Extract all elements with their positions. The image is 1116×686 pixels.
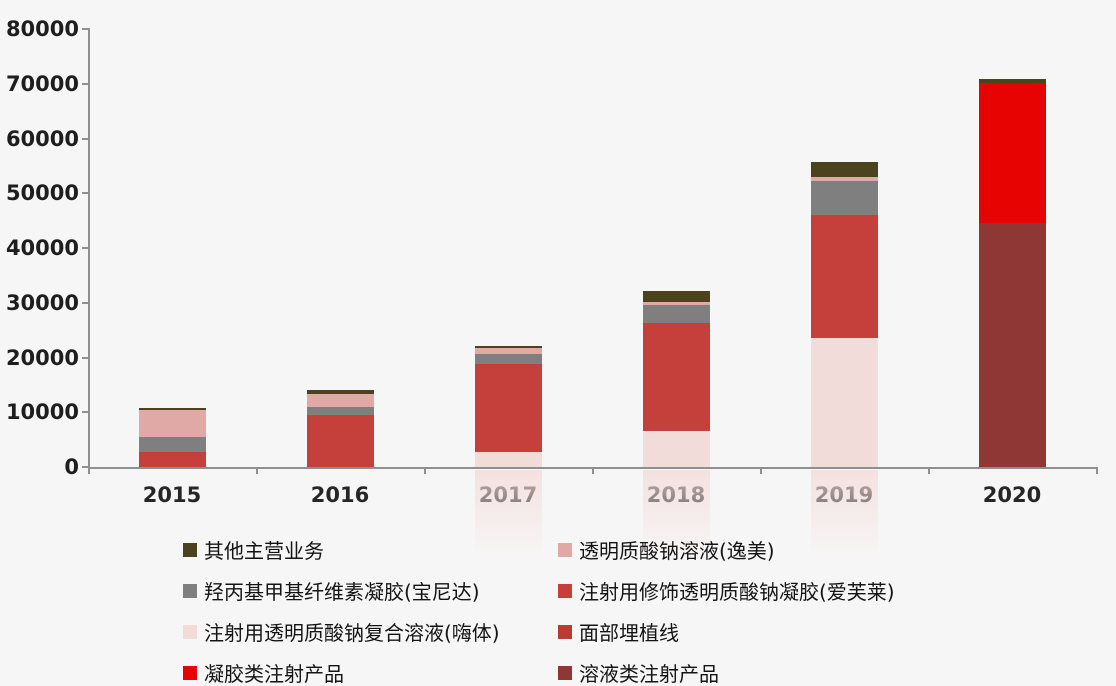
x-axis-tick [88, 467, 90, 474]
x-axis-tick [760, 467, 762, 474]
x-axis-tick-label: 2020 [982, 483, 1042, 507]
bar-segment [474, 354, 542, 365]
legend-item: 其他主营业务 [183, 535, 558, 564]
x-axis-tick [256, 467, 258, 474]
bar-2018 [642, 291, 710, 467]
bar-segment [474, 346, 542, 349]
bar-segment [810, 215, 878, 338]
legend-label: 面部埋植线 [579, 621, 679, 645]
legend-label: 其他主营业务 [204, 539, 324, 563]
legend-label: 透明质酸钠溶液(逸美) [579, 539, 775, 563]
y-axis-tick [82, 28, 88, 30]
bar-2019 [810, 162, 878, 467]
bar-segment [306, 390, 374, 394]
legend-item: 面部埋植线 [558, 617, 895, 646]
x-axis-tick [1096, 467, 1098, 474]
legend-label: 注射用修饰透明质酸钠凝胶(爱芙莱) [579, 580, 895, 604]
bar-segment [138, 437, 206, 453]
legend-swatch [558, 624, 572, 639]
bar-reflection [810, 470, 878, 558]
bar-segment [810, 177, 878, 181]
y-axis-tick-label: 30000 [5, 290, 79, 315]
x-axis-tick [928, 467, 930, 474]
x-axis-tick-label: 2015 [142, 483, 202, 507]
legend-label: 羟丙基甲基纤维素凝胶(宝尼达) [204, 580, 480, 604]
bar-segment [810, 337, 878, 467]
legend-swatch [183, 583, 197, 598]
y-axis-tick-label: 80000 [5, 17, 79, 41]
bar-segment [474, 364, 542, 452]
y-axis-tick [82, 192, 88, 195]
x-axis-tick-label: 2016 [310, 483, 370, 507]
bar-segment [138, 452, 206, 467]
bar-segment [138, 407, 206, 411]
bar-segment [138, 410, 206, 438]
legend-label: 凝胶类注射产品 [204, 662, 344, 686]
legend-item: 透明质酸钠溶液(逸美) [558, 535, 895, 564]
bar-segment [306, 407, 374, 415]
bar-2016 [306, 390, 374, 467]
y-axis-tick [82, 466, 88, 468]
y-axis-tick [82, 82, 88, 85]
x-axis-tick [592, 467, 594, 474]
bar-segment [810, 162, 878, 178]
bar-segment [306, 393, 374, 408]
y-axis-tick [82, 301, 88, 304]
legend-swatch [558, 583, 572, 598]
bar-segment [474, 348, 542, 355]
bar-segment [306, 415, 374, 467]
legend-label: 注射用透明质酸钠复合溶液(嗨体) [204, 621, 500, 645]
bar-2015 [138, 407, 206, 467]
legend-swatch [183, 624, 197, 639]
legend-swatch [558, 665, 572, 680]
bar-segment [642, 301, 710, 306]
y-axis-tick [82, 411, 88, 414]
bar-2020 [978, 78, 1046, 467]
chart-legend: 其他主营业务 透明质酸钠溶液(逸美) 羟丙基甲基纤维素凝胶(宝尼达) 注射用修饰透明质… [183, 529, 895, 686]
bar-2017 [474, 346, 542, 467]
legend-item: 注射用修饰透明质酸钠凝胶(爱芙莱) [558, 576, 895, 605]
bar-segment [642, 291, 710, 302]
y-axis-tick-label: 0 [64, 455, 79, 479]
bar-segment [978, 82, 1046, 224]
legend-item: 溶液类注射产品 [558, 658, 895, 686]
y-axis-tick-label: 20000 [5, 345, 79, 370]
bar-segment [978, 78, 1046, 83]
x-axis-tick [424, 467, 426, 474]
y-axis-tick-label: 70000 [5, 71, 79, 96]
y-axis-tick [82, 137, 88, 140]
legend-item: 羟丙基甲基纤维素凝胶(宝尼达) [183, 576, 558, 605]
bar-segment [810, 180, 878, 216]
y-axis-tick [82, 247, 88, 249]
bar-segment [474, 451, 542, 467]
legend-item: 注射用透明质酸钠复合溶液(嗨体) [183, 617, 558, 646]
y-axis-line [88, 28, 90, 467]
bar-reflection [474, 470, 542, 558]
bar-segment [978, 223, 1046, 467]
bar-reflection [642, 470, 710, 558]
bar-segment [642, 322, 710, 431]
y-axis-tick-label: 10000 [5, 400, 79, 425]
y-axis-tick-label: 60000 [5, 126, 79, 151]
legend-swatch [558, 542, 572, 557]
bar-segment [642, 430, 710, 467]
bar-segment [642, 305, 710, 323]
y-axis-tick-label: 40000 [5, 236, 79, 260]
y-axis-tick [82, 356, 88, 359]
legend-item: 凝胶类注射产品 [183, 658, 558, 686]
legend-label: 溶液类注射产品 [579, 662, 719, 686]
y-axis-tick-label: 50000 [5, 181, 79, 206]
legend-swatch [183, 665, 197, 680]
legend-swatch [183, 542, 197, 557]
